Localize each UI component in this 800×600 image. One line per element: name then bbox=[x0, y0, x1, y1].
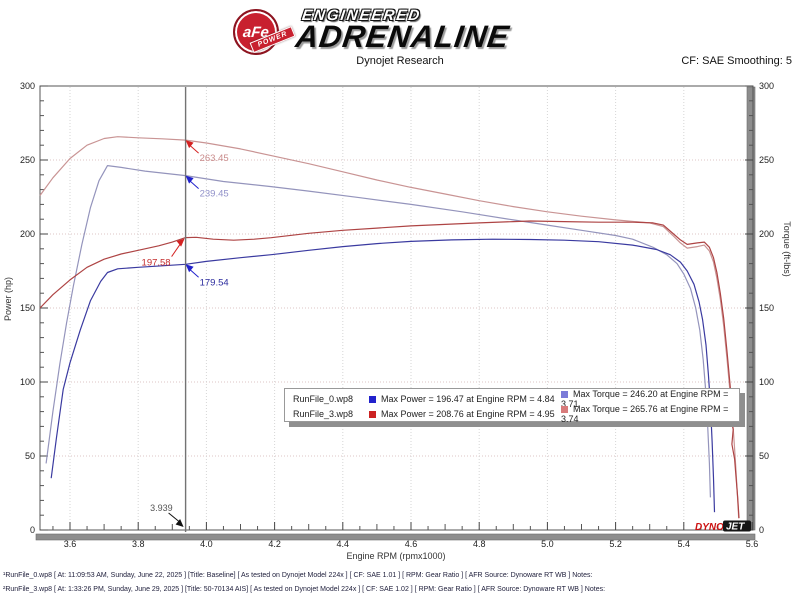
power-swatch-icon bbox=[369, 411, 376, 418]
run-info-line-1: ¹RunFile_0.wp8 [ At: 11:09:53 AM, Sunday… bbox=[3, 572, 593, 579]
svg-text:50: 50 bbox=[759, 451, 769, 461]
svg-text:5.4: 5.4 bbox=[678, 539, 691, 549]
run-info-footer: ¹RunFile_0.wp8 [ At: 11:09:53 AM, Sunday… bbox=[3, 569, 605, 597]
svg-text:150: 150 bbox=[20, 303, 35, 313]
svg-text:200: 200 bbox=[759, 229, 774, 239]
legend-max-power: Max Power = 208.76 at Engine RPM = 4.95 bbox=[369, 409, 561, 419]
legend-max-torque: Max Torque = 265.76 at Engine RPM = 3.74 bbox=[561, 404, 739, 424]
svg-text:4.8: 4.8 bbox=[473, 539, 486, 549]
svg-text:0: 0 bbox=[30, 525, 35, 535]
svg-text:150: 150 bbox=[759, 303, 774, 313]
svg-text:4.0: 4.0 bbox=[200, 539, 213, 549]
svg-text:JET: JET bbox=[726, 522, 745, 533]
power-swatch-icon bbox=[369, 396, 376, 403]
cursor-rpm-label: 3.939 bbox=[150, 503, 173, 513]
series-runfile-3-power bbox=[39, 220, 740, 519]
curves bbox=[39, 136, 740, 519]
legend-file-label: RunFile_3.wp8 bbox=[293, 409, 354, 419]
svg-text:4.4: 4.4 bbox=[337, 539, 350, 549]
svg-text:179.54: 179.54 bbox=[200, 277, 229, 288]
legend-max-torque-text: Max Torque = 246.20 at Engine RPM = 3.71 bbox=[561, 389, 729, 409]
svg-text:3.6: 3.6 bbox=[64, 539, 77, 549]
scrollbars[interactable] bbox=[35, 86, 756, 541]
series-runfile-3-torque bbox=[39, 136, 740, 519]
legend-max-torque-text: Max Torque = 265.76 at Engine RPM = 3.74 bbox=[561, 404, 729, 424]
svg-text:50: 50 bbox=[25, 451, 35, 461]
svg-text:263.45: 263.45 bbox=[200, 153, 229, 164]
svg-text:5.6: 5.6 bbox=[746, 539, 759, 549]
svg-text:100: 100 bbox=[20, 377, 35, 387]
smoothing-setting: CF: SAE Smoothing: 5 bbox=[681, 55, 792, 67]
gridlines bbox=[41, 87, 752, 529]
svg-text:0: 0 bbox=[759, 525, 764, 535]
run-info-line-2: ²RunFile_3.wp8 [ At: 1:33:26 PM, Sunday,… bbox=[3, 586, 606, 593]
legend-row-runfile0: RunFile_0.wp8 Max Power = 196.47 at Engi… bbox=[285, 389, 739, 409]
torque-swatch-icon bbox=[561, 406, 568, 413]
legend-file-label: RunFile_0.wp8 bbox=[293, 394, 354, 404]
svg-text:250: 250 bbox=[759, 155, 774, 165]
svg-text:5.2: 5.2 bbox=[609, 539, 622, 549]
legend-box: RunFile_0.wp8 Max Power = 196.47 at Engi… bbox=[284, 388, 740, 424]
axis-tick-labels: 3.6 3.8 4.0 4.2 4.4 4.6 4.8 5.0 5.2 5.4 5.60 050 501… bbox=[20, 81, 774, 549]
cursor-arrow-icon bbox=[175, 519, 184, 527]
torque-swatch-icon bbox=[561, 391, 568, 398]
svg-text:3.8: 3.8 bbox=[132, 539, 145, 549]
svg-text:4.2: 4.2 bbox=[268, 539, 281, 549]
svg-text:100: 100 bbox=[759, 377, 774, 387]
svg-text:239.45: 239.45 bbox=[200, 189, 229, 200]
series-runfile-0-power bbox=[50, 238, 716, 513]
svg-text:5.0: 5.0 bbox=[541, 539, 554, 549]
x-axis-title: Engine RPM (rpmx1000) bbox=[346, 551, 446, 561]
legend-max-power: Max Power = 196.47 at Engine RPM = 4.84 bbox=[369, 394, 561, 404]
svg-text:DYNO: DYNO bbox=[695, 522, 724, 533]
legend-max-power-text: Max Power = 208.76 at Engine RPM = 4.95 bbox=[381, 409, 555, 419]
svg-text:4.6: 4.6 bbox=[405, 539, 418, 549]
series-runfile-0-torque bbox=[45, 165, 711, 498]
svg-text:300: 300 bbox=[759, 81, 774, 91]
svg-text:200: 200 bbox=[20, 229, 35, 239]
legend-max-torque: Max Torque = 246.20 at Engine RPM = 3.71 bbox=[561, 389, 739, 409]
svg-text:197.58: 197.58 bbox=[142, 258, 171, 269]
dynojet-watermark: DYNO JET bbox=[695, 520, 751, 533]
svg-text:300: 300 bbox=[20, 81, 35, 91]
svg-text:250: 250 bbox=[20, 155, 35, 165]
cursor-annotations: 263.45 239.45 197.58 179.54 bbox=[142, 140, 229, 288]
legend-max-power-text: Max Power = 196.47 at Engine RPM = 4.84 bbox=[381, 394, 555, 404]
axis-ticks bbox=[40, 85, 753, 531]
report-subtitle: Dynojet Research bbox=[356, 55, 444, 67]
legend-row-runfile3: RunFile_3.wp8 Max Power = 208.76 at Engi… bbox=[285, 404, 739, 424]
